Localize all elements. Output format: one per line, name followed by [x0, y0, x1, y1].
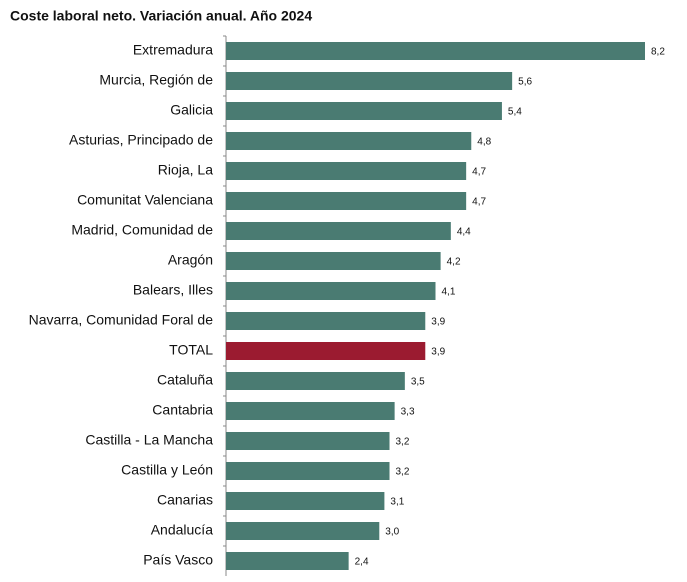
- chart-title: Coste laboral neto. Variación anual. Año…: [10, 8, 312, 24]
- bar: [226, 102, 502, 120]
- category-label: Navarra, Comunidad Foral de: [29, 312, 214, 328]
- category-label: Madrid, Comunidad de: [71, 222, 213, 238]
- value-label: 2,4: [355, 557, 369, 568]
- value-label: 4,2: [447, 257, 461, 268]
- bar: [226, 192, 467, 210]
- category-label: Canarias: [157, 492, 213, 508]
- bar: [226, 132, 472, 150]
- value-label: 5,6: [518, 77, 532, 88]
- category-label: TOTAL: [169, 342, 213, 358]
- value-label: 4,8: [477, 137, 491, 148]
- value-label: 3,5: [411, 377, 425, 388]
- category-label: Cantabria: [152, 402, 213, 418]
- category-label: País Vasco: [143, 552, 213, 568]
- value-label: 3,2: [396, 437, 410, 448]
- category-label: Galicia: [170, 102, 213, 118]
- bar: [226, 522, 380, 540]
- category-label: Cataluña: [157, 372, 213, 388]
- bar: [226, 312, 426, 330]
- bar: [226, 282, 436, 300]
- value-label: 3,3: [401, 407, 415, 418]
- category-label: Extremadura: [133, 42, 213, 58]
- value-label: 5,4: [508, 107, 522, 118]
- bar: [226, 462, 390, 480]
- value-label: 3,0: [385, 527, 399, 538]
- category-label: Aragón: [168, 252, 213, 268]
- category-label: Balears, Illes: [133, 282, 213, 298]
- category-label: Castilla - La Mancha: [85, 432, 213, 448]
- value-label: 8,2: [651, 47, 665, 58]
- bar: [226, 162, 467, 180]
- category-label: Castilla y León: [121, 462, 213, 478]
- bar: [226, 432, 390, 450]
- bar: [226, 342, 426, 360]
- category-label: Asturias, Principado de: [69, 132, 213, 148]
- value-label: 3,1: [390, 497, 404, 508]
- bar: [226, 492, 385, 510]
- value-label: 3,9: [431, 317, 445, 328]
- category-label: Rioja, La: [158, 162, 213, 178]
- bar: [226, 372, 405, 390]
- category-label: Murcia, Región de: [99, 72, 213, 88]
- category-label: Andalucía: [151, 522, 213, 538]
- value-label: 3,2: [396, 467, 410, 478]
- bar: [226, 72, 513, 90]
- value-label: 3,9: [431, 347, 445, 358]
- category-label: Comunitat Valenciana: [77, 192, 213, 208]
- bar: [226, 222, 451, 240]
- value-label: 4,4: [457, 227, 471, 238]
- bar: [226, 252, 441, 270]
- value-label: 4,7: [472, 197, 486, 208]
- bar: [226, 552, 349, 570]
- value-label: 4,7: [472, 167, 486, 178]
- value-label: 4,1: [442, 287, 456, 298]
- bar: [226, 402, 395, 420]
- bar: [226, 42, 645, 60]
